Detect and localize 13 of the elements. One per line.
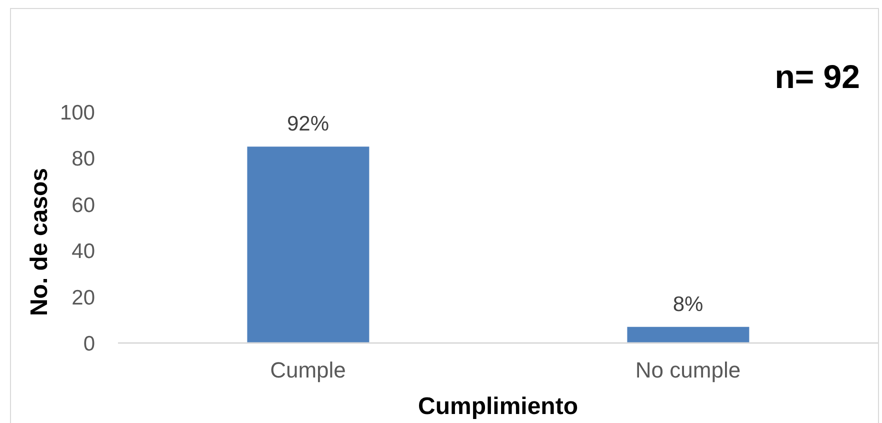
x-tick-label: No cumple: [635, 358, 741, 383]
x-tick-label: Cumple: [270, 358, 346, 383]
y-axis-title: No. de casos: [26, 168, 53, 316]
y-tick-label: 80: [72, 148, 95, 171]
annotation: 8%: [672, 292, 704, 316]
annotation: 92%: [286, 112, 330, 136]
y-tick-label: 20: [72, 286, 95, 310]
y-tick-label: 40: [72, 240, 95, 264]
y-tick-label: 60: [72, 194, 95, 217]
y-tick-label: 100: [60, 101, 95, 124]
text: n= 92: [774, 58, 860, 95]
y-tick-label: 0: [83, 332, 95, 356]
x-axis-title: Cumplimiento: [418, 393, 578, 420]
